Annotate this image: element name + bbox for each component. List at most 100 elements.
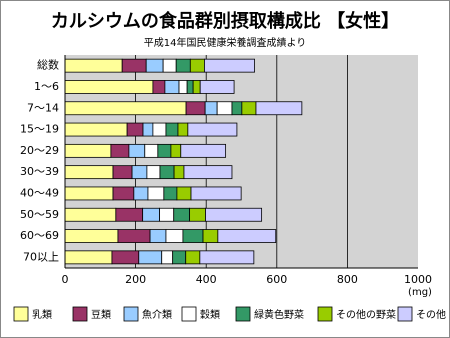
bar-segment	[164, 80, 180, 94]
bar-segment	[115, 207, 144, 222]
bar-segment	[186, 80, 194, 94]
bar-segment	[138, 250, 163, 265]
bar-segment	[128, 143, 146, 158]
bar-segment	[180, 143, 227, 158]
legend-swatch	[397, 306, 413, 322]
y-tick-label: 60～69	[20, 229, 59, 242]
legend-swatch	[317, 306, 333, 322]
legend-label: その他	[416, 308, 446, 321]
bar-segment	[121, 58, 147, 73]
bar-segment	[149, 229, 167, 243]
bar-segment	[205, 207, 263, 222]
y-tick-label: 20～29	[20, 144, 59, 157]
legend-swatch	[13, 306, 29, 322]
bar-segment	[152, 80, 166, 94]
y-tick-label: 30～39	[20, 165, 59, 178]
bar-segment	[64, 58, 123, 73]
y-tick-label: 70以上	[23, 250, 59, 263]
chart-title: カルシウムの食品群別摂取構成比 【女性】	[51, 10, 399, 32]
bar-segment	[152, 122, 167, 137]
bar-segment	[142, 122, 154, 137]
bar-segment	[176, 186, 192, 201]
bar-segment	[117, 229, 151, 243]
bar-segment	[64, 143, 112, 158]
bar-segment	[170, 143, 182, 158]
legend-swatch	[123, 306, 139, 322]
bar-segment	[183, 165, 233, 180]
bar-segment	[112, 186, 135, 201]
bar-segment	[204, 58, 255, 73]
y-tick-label: 50～59	[20, 208, 59, 221]
bar-segment	[177, 122, 189, 137]
y-tick-label: 40～49	[20, 186, 59, 199]
bar-segment	[231, 101, 243, 116]
bar-segment	[204, 101, 218, 116]
legend-label: その他の野菜	[336, 308, 396, 321]
bar-segment	[110, 143, 130, 158]
chart-subtitle: 平成14年国民健康栄養調査成績より	[144, 36, 307, 49]
bar-segment	[159, 207, 175, 222]
bar-segment	[64, 80, 154, 94]
bar-segment	[185, 101, 206, 116]
bar-segment	[145, 58, 164, 73]
bar-segment	[192, 80, 201, 94]
bar-segment	[142, 207, 161, 222]
bar-segment	[217, 229, 277, 243]
x-tick-label: 800	[337, 273, 358, 286]
bar-segment	[187, 122, 238, 137]
y-tick-label: 15～19	[20, 123, 59, 136]
bar-segment	[165, 122, 179, 137]
x-tick-label: 1000	[404, 273, 432, 286]
bar-segment	[255, 101, 303, 116]
bar-segment	[189, 58, 205, 73]
bar-segment	[162, 58, 177, 73]
bar-segment	[172, 250, 187, 265]
bar-segment	[202, 229, 219, 243]
bar-segment	[147, 186, 165, 201]
bar-segment	[175, 58, 191, 73]
x-tick-label: 400	[196, 273, 217, 286]
bar-segment	[190, 186, 242, 201]
bar-segment	[64, 229, 119, 243]
bar-segment	[173, 165, 185, 180]
bar-segment	[163, 186, 178, 201]
legend-label: 緑黄色野菜	[254, 308, 304, 321]
bar-segment	[165, 229, 184, 243]
bar-segment	[199, 250, 255, 265]
bar-segment	[189, 207, 206, 222]
bar-segment	[199, 80, 235, 94]
bar-segment	[64, 207, 117, 222]
legend-label: 乳類	[32, 308, 52, 321]
bar-segment	[144, 143, 159, 158]
bar-segment	[112, 165, 133, 180]
legend-label: 魚介類	[142, 308, 172, 321]
bar-segment	[173, 207, 191, 222]
x-tick-label: 200	[125, 273, 146, 286]
x-tick-label: 0	[62, 273, 69, 286]
legend-label: 穀類	[200, 308, 220, 321]
bar-segment	[241, 101, 257, 116]
y-tick-label: 総数	[37, 58, 59, 72]
y-tick-label: 7～14	[27, 101, 59, 114]
bar-segment	[133, 186, 149, 201]
bar-segment	[216, 101, 233, 116]
bar-segment	[161, 250, 174, 265]
bar-segment	[111, 250, 140, 265]
legend-swatch	[72, 306, 88, 322]
bar-segment	[146, 165, 161, 180]
x-tick-label: 600	[266, 273, 287, 286]
legend-swatch	[181, 306, 197, 322]
x-axis-label: (mg)	[408, 287, 432, 298]
bar-segment	[178, 80, 188, 94]
bar-segment	[64, 165, 114, 180]
bar-segment	[185, 250, 201, 265]
y-tick-label: 1～6	[34, 80, 59, 93]
bar-segment	[64, 101, 187, 116]
bar-segment	[64, 186, 114, 201]
bar-segment	[126, 122, 144, 137]
bar-segment	[131, 165, 148, 180]
bar-segment	[64, 250, 113, 265]
legend-swatch	[235, 306, 251, 322]
bar-segment	[157, 143, 172, 158]
